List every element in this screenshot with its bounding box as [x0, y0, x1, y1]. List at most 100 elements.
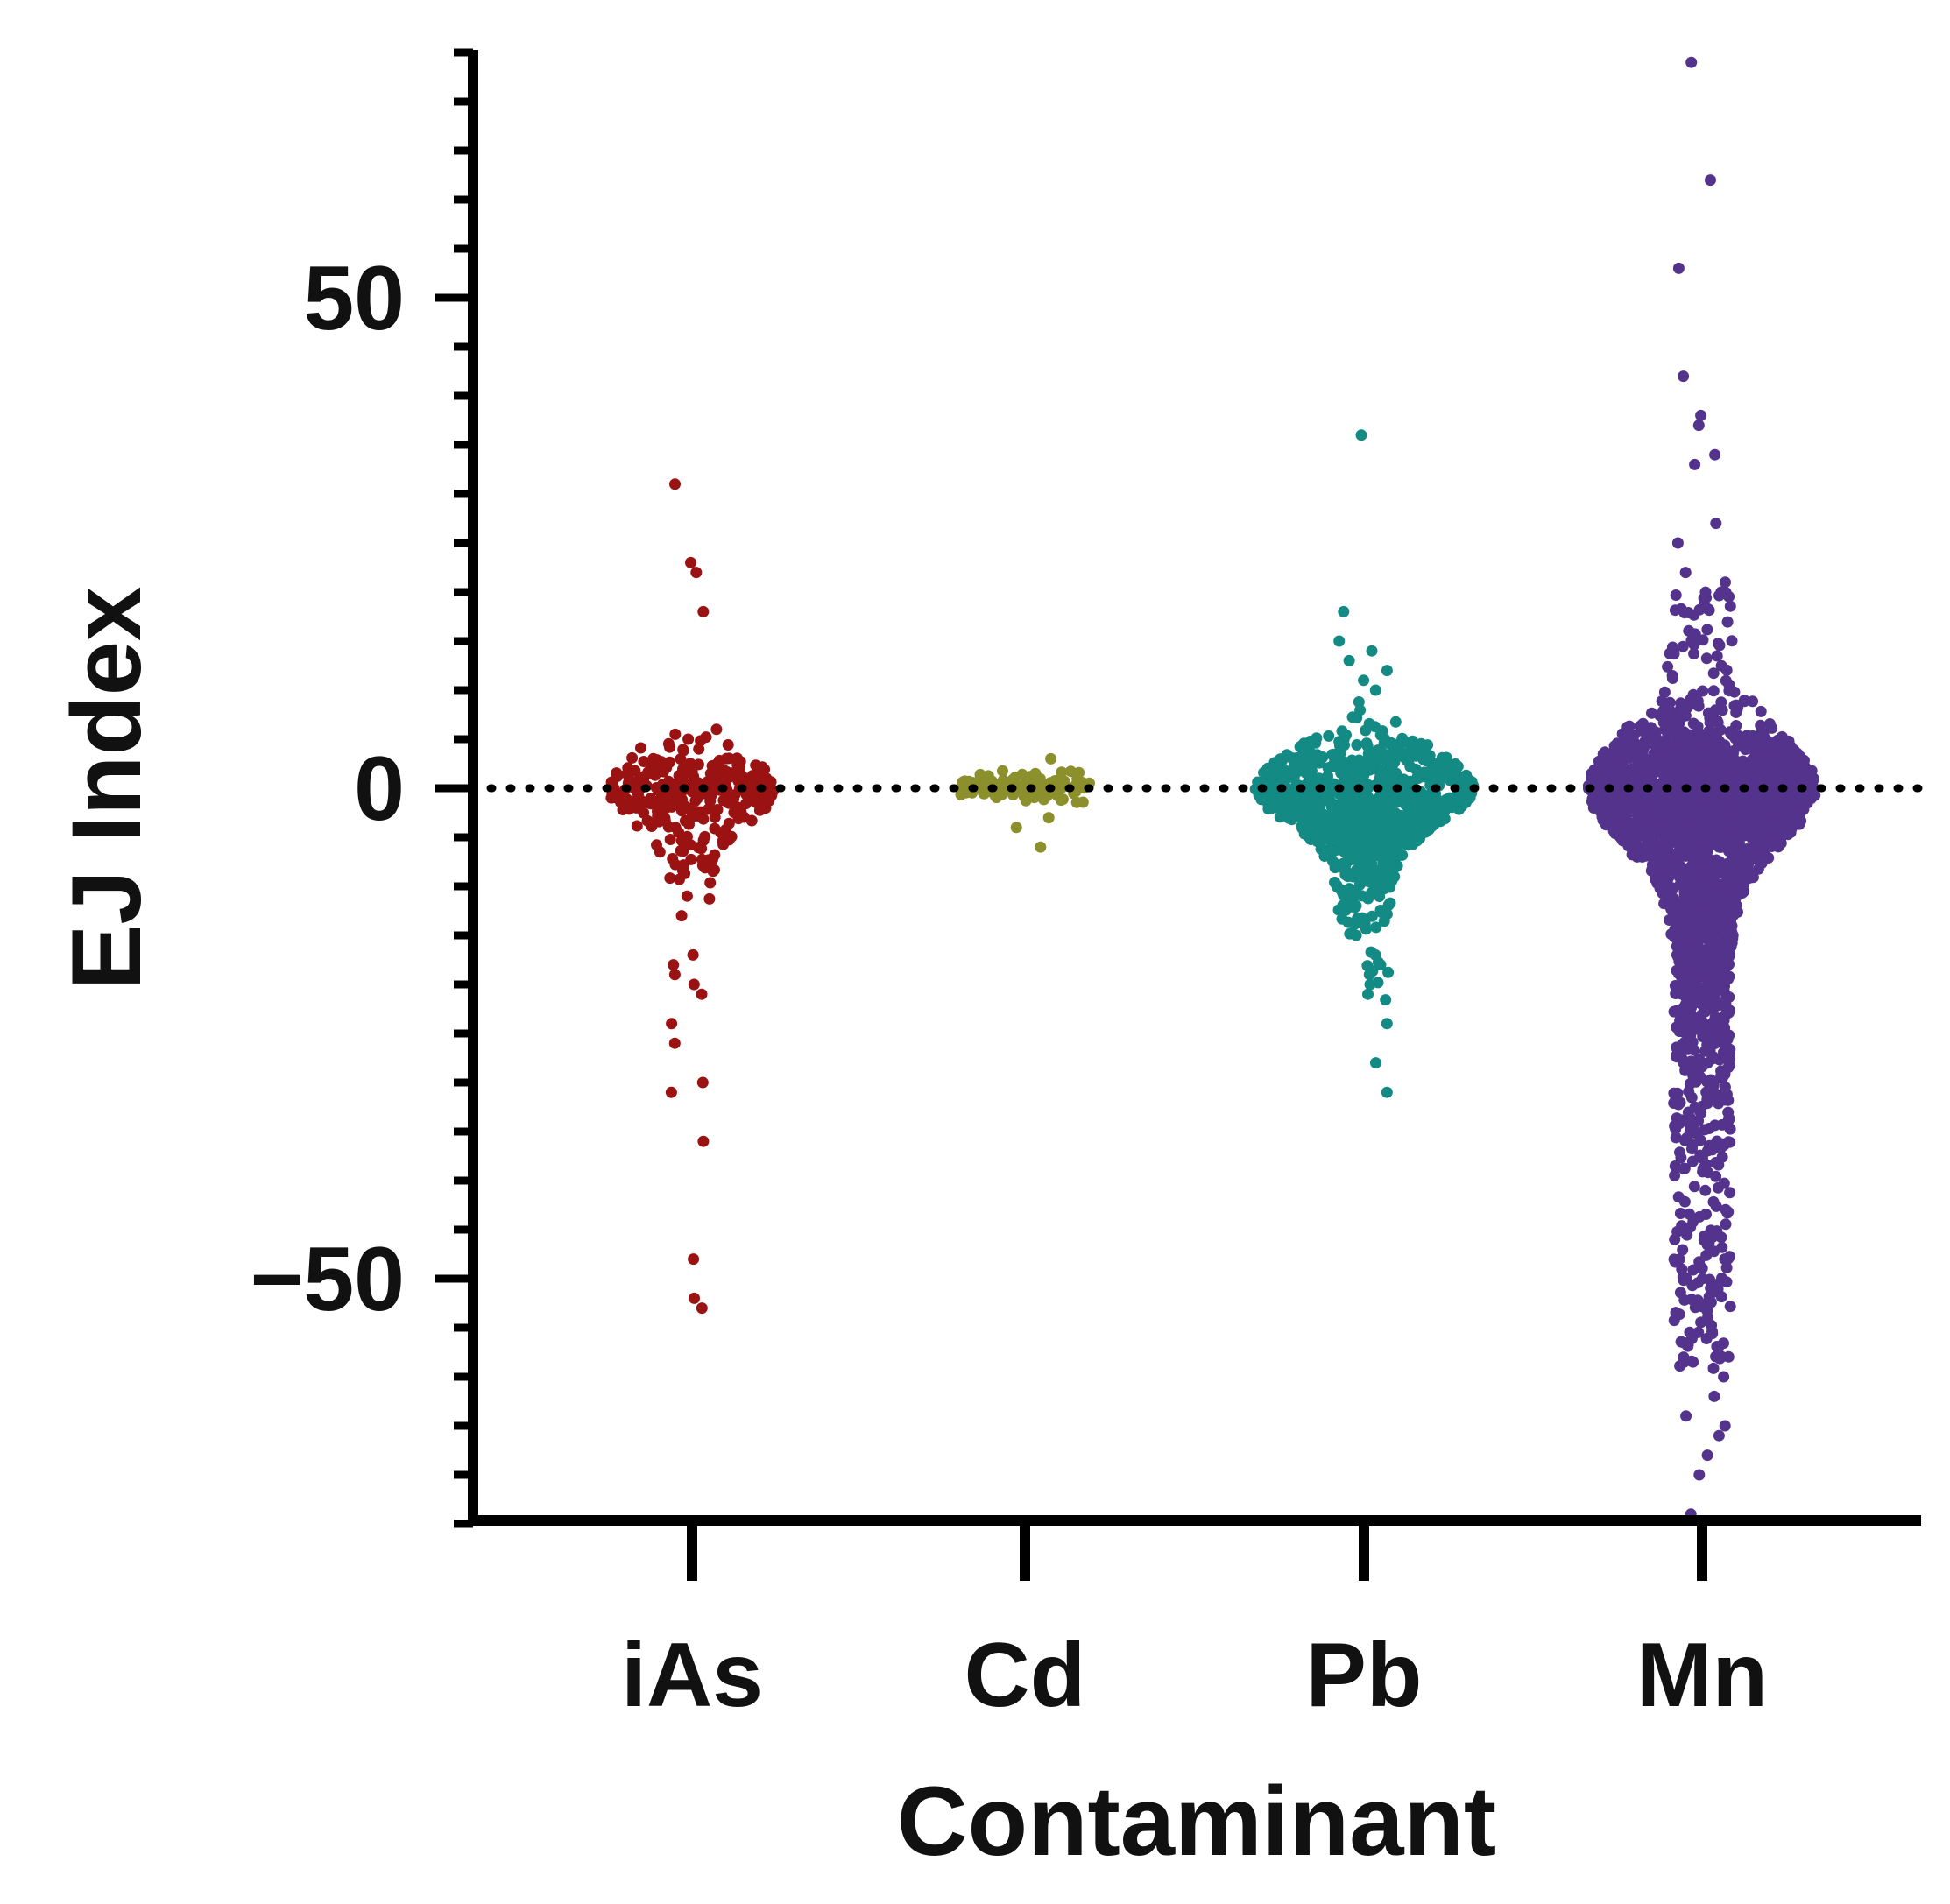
data-point: [1287, 766, 1299, 779]
data-point: [1713, 765, 1725, 778]
data-point: [1323, 834, 1335, 846]
data-point: [1684, 1021, 1696, 1033]
data-point: [1672, 262, 1685, 274]
data-point: [1621, 721, 1634, 733]
data-point: [709, 864, 720, 876]
data-point: [1356, 803, 1368, 815]
data-point: [1009, 771, 1021, 783]
data-point: [1697, 634, 1709, 646]
data-point: [1747, 810, 1759, 822]
data-point: [690, 567, 703, 579]
data-point: [1327, 856, 1339, 867]
series-mn: [1582, 56, 1821, 1520]
data-point: [1750, 794, 1763, 807]
data-point: [1686, 746, 1699, 758]
data-point: [766, 783, 778, 795]
data-point: [654, 846, 666, 858]
data-point: [1647, 763, 1659, 775]
data-point: [1702, 818, 1714, 830]
data-point: [760, 772, 773, 785]
data-point: [1733, 871, 1744, 884]
data-point: [703, 892, 716, 905]
data-point: [1685, 56, 1698, 68]
data-point: [1366, 645, 1378, 657]
data-point: [1695, 409, 1707, 421]
data-point: [730, 765, 742, 777]
data-point: [1675, 906, 1687, 918]
data-point: [753, 804, 766, 816]
x-tick-label-pb: Pb: [1306, 1625, 1423, 1726]
data-point: [1628, 762, 1640, 774]
data-point: [638, 807, 650, 819]
data-point: [1672, 1191, 1685, 1203]
data-point: [1310, 737, 1322, 749]
data-point: [1369, 870, 1381, 882]
data-point: [631, 820, 643, 832]
data-point: [1716, 1273, 1727, 1284]
data-point: [1369, 948, 1381, 961]
data-point: [1693, 1469, 1706, 1481]
data-point: [732, 813, 745, 825]
data-point: [1673, 1118, 1685, 1130]
data-point: [1681, 869, 1693, 881]
data-point: [1687, 813, 1699, 825]
data-point: [1686, 760, 1699, 772]
data-point: [1694, 729, 1706, 741]
data-point: [1707, 667, 1720, 680]
data-point: [1707, 1362, 1720, 1374]
data-point: [1699, 1184, 1712, 1196]
data-point: [1704, 827, 1716, 839]
data-point: [1680, 792, 1692, 804]
data-point: [720, 752, 732, 765]
data-point: [1713, 736, 1726, 747]
data-point: [697, 1135, 710, 1147]
data-point: [1711, 650, 1723, 662]
data-point: [1685, 1062, 1697, 1075]
data-point: [1402, 822, 1414, 834]
data-point: [1695, 767, 1707, 779]
data-point: [1667, 824, 1679, 836]
data-point: [1701, 1075, 1713, 1088]
data-point: [1387, 793, 1399, 805]
data-point: [978, 787, 990, 800]
data-point: [1701, 1305, 1713, 1317]
data-point: [1382, 966, 1395, 978]
data-point: [1415, 828, 1427, 840]
data-point: [1698, 982, 1710, 993]
data-point: [1739, 695, 1751, 708]
data-point: [1708, 1390, 1720, 1402]
data-point: [617, 804, 629, 815]
data-point: [1361, 740, 1374, 752]
data-point: [1339, 904, 1352, 916]
data-point: [1718, 863, 1730, 875]
data-point: [1423, 821, 1435, 833]
data-point: [1355, 814, 1367, 826]
data-point: [1418, 766, 1431, 779]
data-point: [1732, 775, 1744, 787]
data-point: [682, 830, 693, 843]
data-point: [1662, 731, 1673, 744]
data-point: [1313, 772, 1325, 785]
data-point: [1710, 518, 1722, 530]
data-point: [1724, 1301, 1736, 1313]
data-point: [1688, 648, 1700, 659]
data-point: [1678, 1351, 1690, 1364]
data-point: [1358, 674, 1370, 687]
data-point: [1709, 1119, 1721, 1132]
data-point: [668, 1037, 681, 1049]
y-axis-label: EJ Index: [52, 587, 161, 991]
data-point: [1678, 370, 1690, 383]
data-point: [1360, 724, 1372, 737]
data-point: [608, 782, 620, 794]
data-point: [1386, 772, 1398, 784]
data-point: [1347, 871, 1359, 883]
data-point: [704, 795, 717, 807]
data-point: [1775, 832, 1787, 844]
data-point: [1713, 1159, 1725, 1171]
data-point: [997, 765, 1008, 777]
data-point: [1654, 709, 1666, 722]
data-point: [1706, 1231, 1719, 1243]
data-point: [1010, 822, 1022, 834]
data-point: [1692, 1277, 1704, 1289]
data-point: [1406, 837, 1418, 850]
